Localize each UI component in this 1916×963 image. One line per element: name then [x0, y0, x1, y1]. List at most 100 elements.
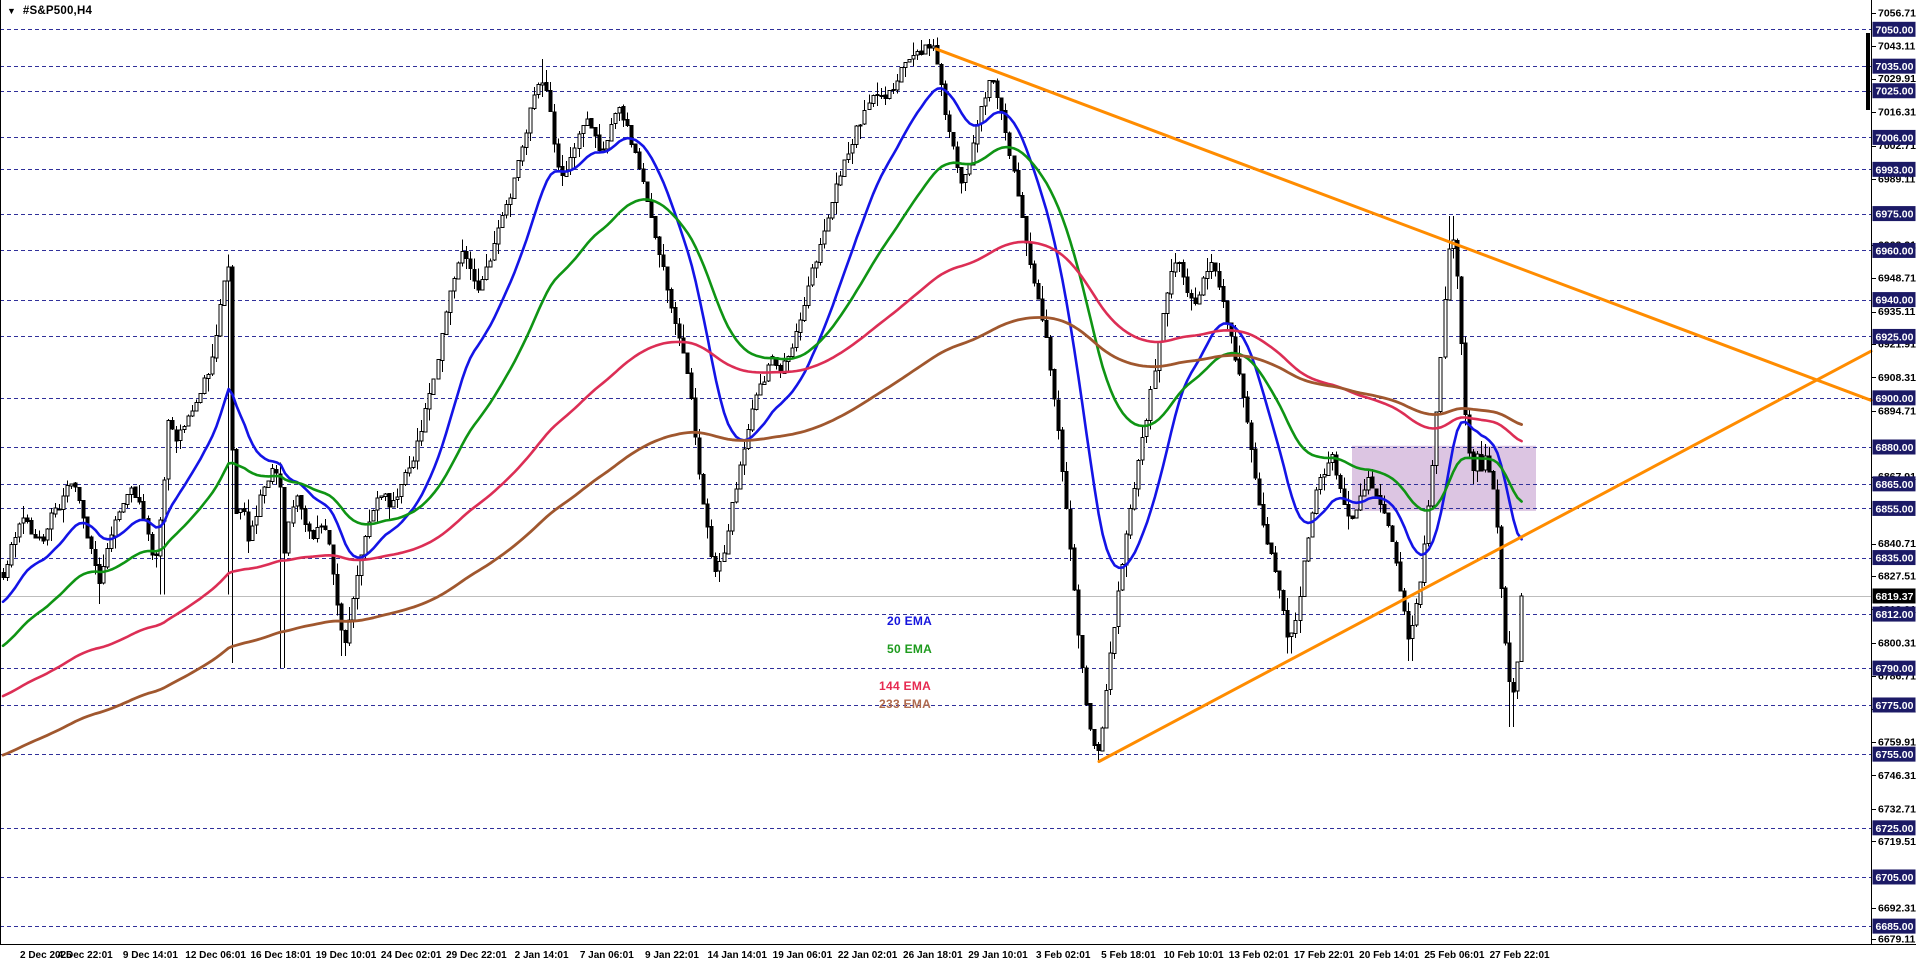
bearish-candle: [1003, 110, 1008, 133]
bearish-candle: [1060, 429, 1065, 472]
price-level-badge: [1872, 500, 1916, 516]
bullish-candle: [512, 177, 517, 199]
bearish-candle: [464, 251, 469, 259]
bullish-candle: [218, 304, 223, 337]
bearish-candle: [1072, 547, 1077, 591]
bullish-candle: [915, 51, 920, 56]
bullish-candle: [202, 377, 207, 395]
bullish-candle: [45, 528, 50, 541]
price-level-badge-label: 7025.00: [1876, 86, 1914, 98]
bullish-candle: [983, 97, 988, 107]
bullish-candle: [617, 107, 622, 114]
bearish-candle: [1189, 292, 1194, 299]
bullish-candle: [49, 512, 54, 530]
descending-trendline[interactable]: [934, 47, 1873, 402]
ema50-line[interactable]: [1, 145, 1523, 648]
ema20-line[interactable]: [1, 87, 1523, 604]
date-label: 9 Jan 22:01: [645, 950, 699, 961]
symbol-selector[interactable]: ▼ #S&P500,H4: [7, 5, 92, 17]
bullish-candle: [158, 519, 163, 557]
date-label: 10 Feb 10:01: [1164, 950, 1224, 961]
bearish-candle: [677, 323, 682, 339]
bearish-candle: [1016, 170, 1021, 197]
price-axis[interactable]: 7056.717043.117029.917016.317002.716989.…: [1871, 7, 1916, 946]
bullish-candle: [190, 410, 195, 417]
bullish-candle: [1112, 627, 1117, 655]
bullish-candle: [226, 266, 231, 282]
bullish-candle: [1201, 277, 1206, 296]
bullish-candle: [798, 319, 803, 333]
price-level-badge-label: 7050.00: [1876, 24, 1914, 36]
ema144-line[interactable]: [1, 240, 1523, 698]
price-level-badge-label: 6725.00: [1876, 823, 1914, 835]
bearish-candle: [1261, 503, 1266, 526]
price-level-badge-label: 6685.00: [1876, 921, 1914, 933]
bullish-candle: [254, 515, 259, 526]
bullish-candle: [911, 55, 916, 60]
bearish-candle: [1503, 587, 1508, 644]
bullish-candle: [1173, 262, 1178, 273]
bullish-candle: [1475, 453, 1480, 472]
bullish-candle: [9, 543, 14, 566]
bullish-candle: [581, 124, 586, 135]
price-tick-label: 6759.91: [1878, 737, 1916, 749]
bearish-candle: [649, 200, 654, 218]
candlesticks: [1, 37, 1524, 762]
price-level-badge-label: 7006.00: [1876, 132, 1914, 144]
price-tick-label: 6692.31: [1878, 903, 1916, 915]
ema233-line[interactable]: [1, 316, 1523, 757]
bearish-candle: [1221, 285, 1226, 303]
bullish-candle: [750, 408, 755, 431]
bullish-candle: [21, 517, 26, 524]
bullish-candle: [838, 175, 843, 186]
bullish-candle: [480, 279, 485, 291]
bullish-candle: [867, 102, 872, 111]
bearish-candle: [476, 280, 481, 291]
bearish-candle: [274, 468, 279, 474]
bearish-candle: [93, 548, 98, 566]
date-label: 26 Jan 18:01: [903, 950, 963, 961]
bullish-candle: [484, 266, 489, 280]
bullish-candle: [806, 285, 811, 307]
bullish-candle: [770, 356, 775, 366]
bullish-candle: [452, 277, 457, 292]
bearish-candle: [1225, 300, 1230, 324]
bullish-candle: [1104, 689, 1109, 729]
bullish-candle: [1422, 543, 1427, 584]
bullish-candle: [121, 503, 126, 513]
bearish-candle: [1020, 194, 1025, 218]
bullish-candle: [266, 480, 271, 489]
bearish-candle: [1056, 399, 1061, 432]
bearish-candle: [1241, 373, 1246, 399]
bearish-candle: [1374, 488, 1379, 497]
bearish-candle: [943, 83, 948, 116]
bearish-candle: [1471, 451, 1476, 472]
bearish-candle: [154, 553, 159, 557]
bearish-candle: [1334, 454, 1339, 476]
bearish-candle: [1032, 263, 1037, 284]
bearish-candle: [1185, 276, 1190, 294]
date-label: 13 Feb 02:01: [1229, 950, 1289, 961]
date-label: 19 Jan 06:01: [773, 950, 833, 961]
bearish-candle: [246, 511, 251, 542]
bearish-candle: [1382, 503, 1387, 514]
ema-legend-item: 50 EMA: [887, 642, 933, 656]
bearish-candle: [1406, 610, 1411, 640]
bullish-candle: [1483, 455, 1488, 471]
price-level-badge: [1872, 820, 1916, 836]
bearish-candle: [959, 166, 964, 184]
bearish-candle: [97, 564, 102, 585]
bearish-candle: [472, 268, 477, 282]
price-level-badge-label: 6900.00: [1876, 393, 1914, 405]
price-tick-label: 6827.51: [1878, 570, 1916, 582]
bullish-candle: [291, 506, 296, 524]
ascending-trendline[interactable]: [1097, 349, 1873, 763]
bullish-candle: [717, 560, 722, 572]
bullish-candle: [722, 552, 727, 563]
bearish-candle: [1495, 489, 1500, 528]
bullish-candle: [1314, 489, 1319, 514]
bearish-candle: [1249, 422, 1254, 451]
bullish-candle: [858, 124, 863, 127]
